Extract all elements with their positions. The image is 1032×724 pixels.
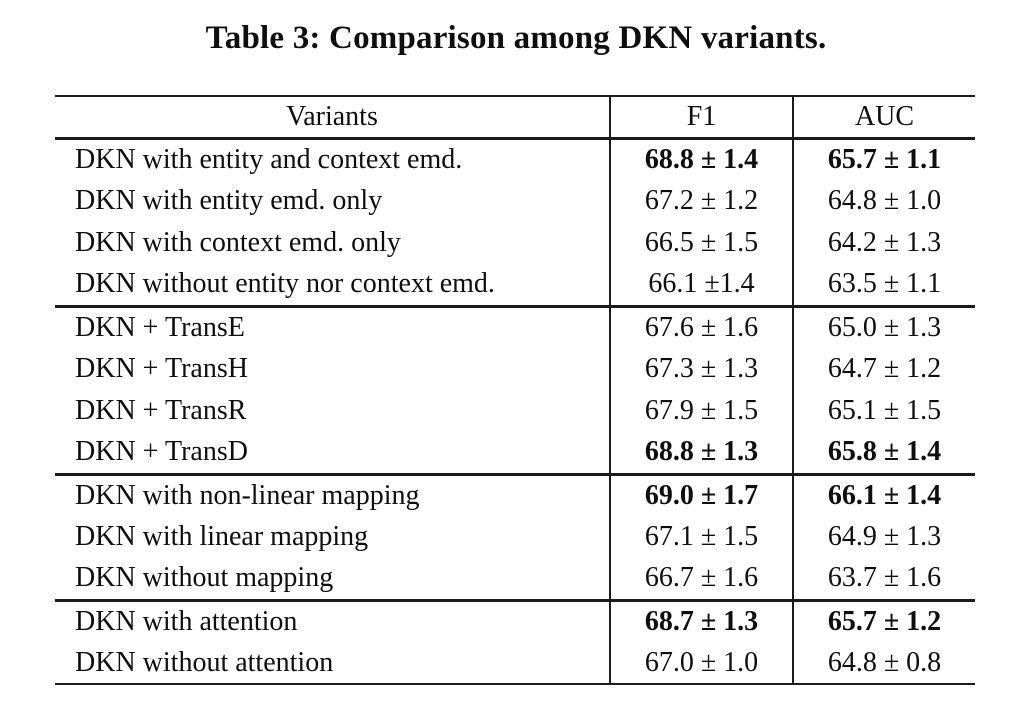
table-row: DKN + TransR 67.9 ± 1.5 65.1 ± 1.5: [55, 390, 975, 432]
f1-cell: 67.6 ± 1.6: [609, 306, 793, 348]
auc-cell: 64.2 ± 1.3: [792, 222, 975, 264]
group-mapping-ablation: DKN with non-linear mapping 69.0 ± 1.7 6…: [55, 474, 975, 600]
variant-cell: DKN with non-linear mapping: [75, 479, 420, 511]
f1-cell: 68.8 ± 1.3: [609, 432, 793, 474]
auc-cell: 63.5 ± 1.1: [792, 264, 975, 306]
variant-cell: DKN + TransR: [75, 395, 247, 426]
results-table-container: Variants F1 AUC DKN with entity and cont…: [55, 95, 975, 685]
group-translation-methods: DKN + TransE 67.6 ± 1.6 65.0 ± 1.3 DKN +…: [55, 306, 975, 474]
auc-cell: 66.1 ± 1.4: [792, 474, 975, 516]
column-header-f1: F1: [609, 96, 793, 138]
table-caption: Table 3: Comparison among DKN variants.: [205, 20, 827, 56]
f1-cell: 67.0 ± 1.0: [609, 642, 793, 684]
auc-cell: 65.7 ± 1.1: [792, 138, 975, 180]
table-row: DKN without attention 67.0 ± 1.0 64.8 ± …: [55, 642, 975, 684]
f1-cell: 68.8 ± 1.4: [609, 138, 793, 180]
auc-cell: 65.7 ± 1.2: [792, 600, 975, 642]
table-row: DKN with entity emd. only 67.2 ± 1.2 64.…: [55, 180, 975, 222]
auc-cell: 65.0 ± 1.3: [792, 306, 975, 348]
f1-cell: 67.3 ± 1.3: [609, 348, 793, 390]
table-row: DKN + TransD 68.8 ± 1.3 65.8 ± 1.4: [55, 432, 975, 474]
header-row: Variants F1 AUC: [55, 96, 975, 138]
variant-cell: DKN without mapping: [75, 562, 334, 594]
variant-cell: DKN + TransD: [75, 436, 248, 468]
variant-cell: DKN with attention: [75, 605, 298, 637]
table-row: DKN with non-linear mapping 69.0 ± 1.7 6…: [55, 474, 975, 516]
variant-cell: DKN with linear mapping: [75, 521, 369, 552]
auc-cell: 65.8 ± 1.4: [792, 432, 975, 474]
group-attention-ablation: DKN with attention 68.7 ± 1.3 65.7 ± 1.2…: [55, 600, 975, 684]
table-row: DKN + TransE 67.6 ± 1.6 65.0 ± 1.3: [55, 306, 975, 348]
variant-cell: DKN without entity nor context emd.: [75, 268, 495, 300]
f1-cell: 67.2 ± 1.2: [609, 180, 793, 222]
column-header-auc: AUC: [792, 96, 975, 138]
variant-cell: DKN with entity and context emd.: [75, 143, 463, 175]
f1-cell: 69.0 ± 1.7: [609, 474, 793, 516]
table-row: DKN with linear mapping 67.1 ± 1.5 64.9 …: [55, 516, 975, 558]
table-row: DKN with attention 68.7 ± 1.3 65.7 ± 1.2: [55, 600, 975, 642]
group-embedding-ablation: DKN with entity and context emd. 68.8 ± …: [55, 138, 975, 306]
table-row: DKN without entity nor context emd. 66.1…: [55, 264, 975, 306]
results-table: Variants F1 AUC DKN with entity and cont…: [55, 95, 975, 685]
f1-cell: 68.7 ± 1.3: [609, 600, 793, 642]
f1-cell: 67.1 ± 1.5: [609, 516, 793, 558]
variant-cell: DKN + TransH: [75, 353, 248, 384]
f1-cell: 66.1 ±1.4: [609, 264, 793, 306]
auc-cell: 64.8 ± 1.0: [792, 180, 975, 222]
auc-cell: 63.7 ± 1.6: [792, 558, 975, 600]
auc-cell: 64.9 ± 1.3: [792, 516, 975, 558]
f1-cell: 67.9 ± 1.5: [609, 390, 793, 432]
table-row: DKN + TransH 67.3 ± 1.3 64.7 ± 1.2: [55, 348, 975, 390]
auc-cell: 65.1 ± 1.5: [792, 390, 975, 432]
table-row: DKN with context emd. only 66.5 ± 1.5 64…: [55, 222, 975, 264]
table-header: Variants F1 AUC: [55, 96, 975, 138]
variant-cell: DKN with context emd. only: [75, 227, 401, 258]
variant-cell: DKN without attention: [75, 646, 334, 678]
table-row: DKN without mapping 66.7 ± 1.6 63.7 ± 1.…: [55, 558, 975, 600]
variant-cell: DKN with entity emd. only: [75, 185, 383, 216]
auc-cell: 64.7 ± 1.2: [792, 348, 975, 390]
column-header-variants: Variants: [286, 100, 378, 132]
table-row: DKN with entity and context emd. 68.8 ± …: [55, 138, 975, 180]
auc-cell: 64.8 ± 0.8: [792, 642, 975, 684]
variant-cell: DKN + TransE: [75, 311, 245, 343]
f1-cell: 66.5 ± 1.5: [609, 222, 793, 264]
f1-cell: 66.7 ± 1.6: [609, 558, 793, 600]
